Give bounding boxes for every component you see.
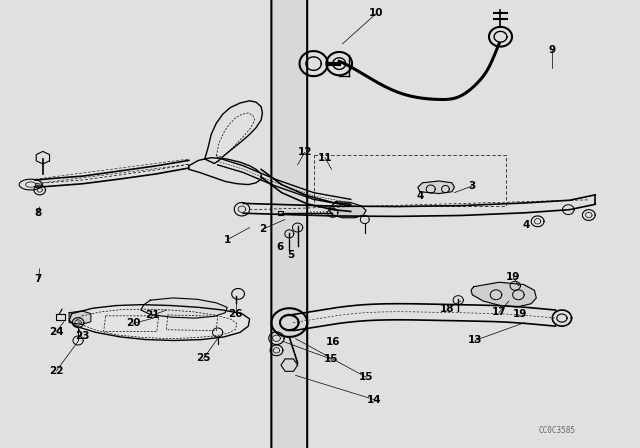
Text: 15: 15: [359, 372, 373, 382]
Text: 11: 11: [318, 153, 332, 163]
Text: 21: 21: [145, 310, 159, 320]
Polygon shape: [69, 311, 91, 324]
Text: 19: 19: [506, 272, 520, 282]
Text: 4: 4: [522, 220, 530, 230]
Ellipse shape: [271, 0, 307, 448]
Text: 20: 20: [126, 319, 140, 328]
Polygon shape: [330, 202, 366, 218]
Text: 6: 6: [276, 242, 284, 252]
Text: 18: 18: [440, 304, 454, 314]
Text: 17: 17: [492, 307, 506, 317]
Text: 10: 10: [369, 9, 383, 18]
Text: 16: 16: [326, 337, 340, 347]
Text: 14: 14: [367, 395, 381, 405]
Text: 7: 7: [35, 274, 42, 284]
Polygon shape: [69, 305, 250, 340]
Text: 4: 4: [416, 191, 424, 201]
Polygon shape: [293, 304, 556, 331]
Text: 22: 22: [49, 366, 63, 376]
Text: CC0C3585: CC0C3585: [538, 426, 575, 435]
Text: 26: 26: [228, 310, 243, 319]
Polygon shape: [189, 158, 261, 185]
Text: 15: 15: [324, 354, 339, 364]
Text: 13: 13: [468, 336, 482, 345]
Polygon shape: [141, 298, 227, 318]
Text: 12: 12: [298, 147, 312, 157]
Text: 2: 2: [259, 224, 266, 234]
Text: 23: 23: [75, 331, 89, 341]
Text: 1: 1: [223, 235, 231, 245]
Text: 25: 25: [196, 353, 211, 363]
Polygon shape: [205, 101, 262, 164]
Text: 3: 3: [468, 181, 476, 191]
Text: 19: 19: [513, 310, 527, 319]
Polygon shape: [471, 282, 536, 307]
Text: 8: 8: [35, 208, 42, 218]
Text: 9: 9: [548, 45, 556, 55]
Text: 24: 24: [49, 327, 63, 336]
Polygon shape: [418, 181, 454, 194]
Text: 5: 5: [287, 250, 295, 260]
